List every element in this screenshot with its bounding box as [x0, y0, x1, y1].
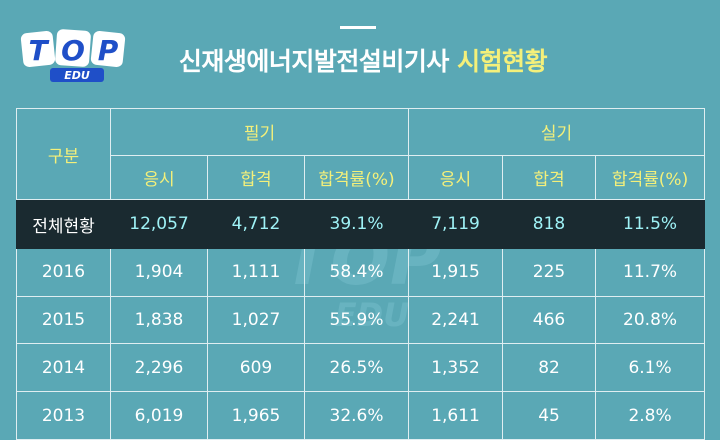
table-cell: 58.4% [303, 247, 410, 297]
table-cell: 4,712 [207, 199, 305, 249]
table-cell: 2,296 [110, 343, 208, 393]
table-cell: 225 [502, 247, 597, 297]
table-row: 2015 1,838 1,027 55.9% 2,241 466 20.8% [16, 295, 706, 345]
subheader-cell: 응시 [408, 154, 504, 201]
exam-status-table: 구분 필기 실기 응시 합격 합격률(%) 응시 합격 합격률(%) 전체현황 … [16, 107, 706, 440]
table-row: 2016 1,904 1,111 58.4% 1,915 225 11.7% [16, 247, 706, 297]
table-cell: 818 [502, 199, 597, 249]
table-cell: 39.1% [303, 199, 410, 249]
table-cell: 1,904 [110, 247, 208, 297]
table-cell: 45 [502, 391, 597, 440]
table-cell: 1,965 [207, 391, 305, 440]
svg-text:T: T [28, 34, 49, 67]
svg-text:O: O [61, 34, 85, 67]
table-cell: 11.5% [595, 199, 706, 249]
table-cell: 11.7% [595, 247, 706, 297]
row-label: 2015 [16, 295, 111, 345]
table-cell: 26.5% [303, 343, 410, 393]
table-row-total: 전체현황 12,057 4,712 39.1% 7,119 818 11.5% [16, 199, 706, 249]
table-cell: 2,241 [408, 295, 504, 345]
table-cell: 1,611 [408, 391, 504, 440]
title-accent-line [340, 26, 376, 29]
table-cell: 20.8% [595, 295, 706, 345]
top-edu-logo: T O P EDU [20, 29, 126, 82]
subheader-cell: 합격 [502, 154, 597, 201]
table-row: 2014 2,296 609 26.5% 1,352 82 6.1% [16, 343, 706, 393]
table-cell: 2.8% [595, 391, 706, 440]
category-header: 구분 [16, 107, 111, 201]
subheader-cell: 합격 [207, 154, 305, 201]
header-row-subheaders: 응시 합격 합격률(%) 응시 합격 합격률(%) [17, 154, 706, 201]
table-cell: 1,111 [207, 247, 305, 297]
table-cell: 55.9% [303, 295, 410, 345]
table-cell: 609 [207, 343, 305, 393]
page-title: 신재생에너지발전설비기사 시험현황 [138, 42, 588, 78]
table-cell: 6,019 [110, 391, 208, 440]
subheader-cell: 합격률(%) [595, 154, 706, 201]
row-label: 전체현황 [16, 199, 111, 249]
table-cell: 12,057 [110, 199, 208, 249]
group-header-practical: 실기 [408, 108, 706, 156]
table-row: 2013 6,019 1,965 32.6% 1,611 45 2.8% [16, 391, 706, 440]
row-label: 2013 [16, 391, 111, 440]
title-highlight: 시험현황 [457, 47, 548, 76]
table-cell: 7,119 [408, 199, 504, 249]
table-cell: 466 [502, 295, 597, 345]
subheader-cell: 응시 [110, 154, 208, 201]
group-header-written: 필기 [109, 108, 410, 156]
table-cell: 82 [502, 343, 597, 393]
table-cell: 1,838 [110, 295, 208, 345]
row-label: 2014 [16, 343, 111, 393]
subheader-cell: 합격률(%) [303, 154, 410, 201]
table-cell: 1,352 [408, 343, 504, 393]
title-main: 신재생에너지발전설비기사 [178, 47, 450, 76]
table-cell: 32.6% [303, 391, 410, 440]
svg-text:P: P [98, 34, 119, 67]
svg-text:EDU: EDU [64, 69, 90, 82]
table-cell: 1,915 [408, 247, 504, 297]
table-cell: 6.1% [595, 343, 706, 393]
table-cell: 1,027 [207, 295, 305, 345]
header-row-groups: 구분 필기 실기 [16, 107, 706, 201]
row-label: 2016 [16, 247, 111, 297]
